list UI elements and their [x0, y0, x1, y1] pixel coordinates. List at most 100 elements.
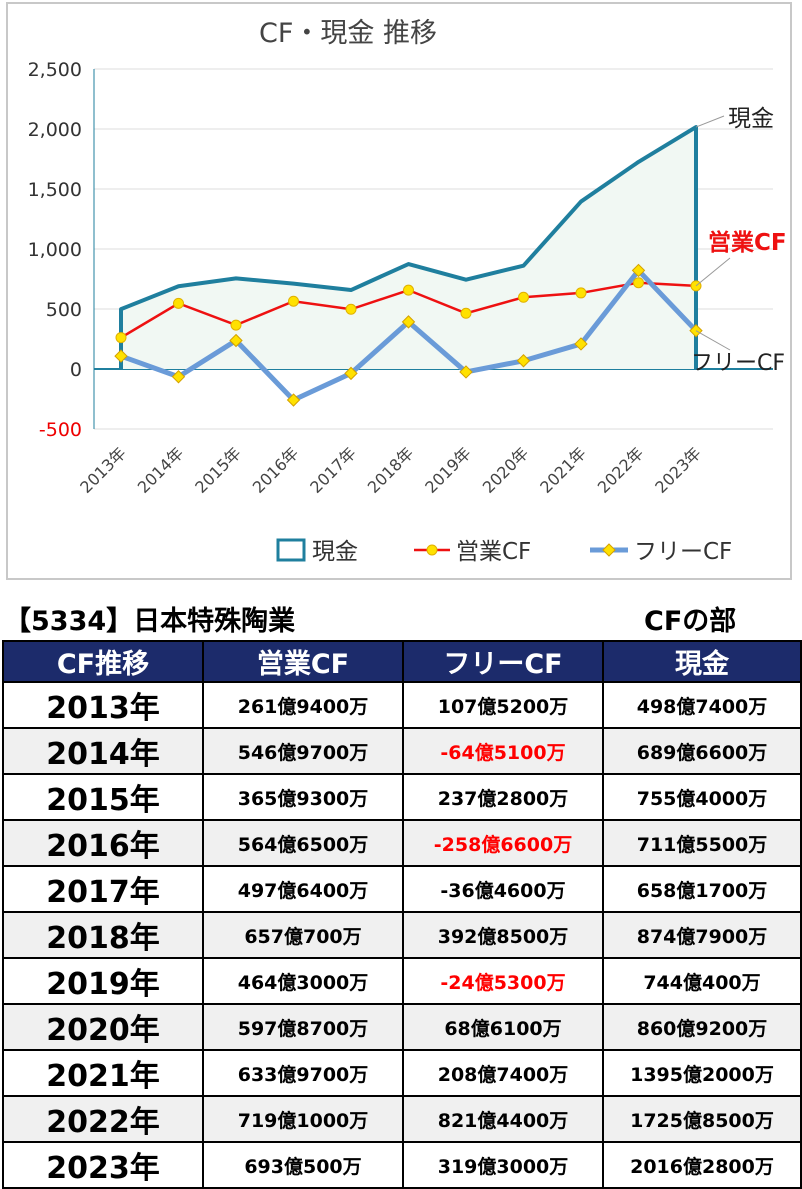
y-tick-label: -500	[39, 419, 82, 441]
row-operating-cf: 633億9700万	[202, 1049, 404, 1097]
row-free-cf: -36億4600万	[402, 865, 604, 913]
row-free-cf: 208億7400万	[402, 1049, 604, 1097]
header-year: CF推移	[2, 640, 204, 683]
x-tick-label: 2016年	[249, 443, 303, 497]
free-cf-point	[344, 366, 358, 381]
free-cf-point	[171, 370, 186, 384]
row-cash: 744億400万	[602, 957, 802, 1005]
row-cash: 689億6600万	[602, 727, 802, 775]
operating-cf-point	[575, 287, 587, 299]
free-cf-point	[401, 315, 416, 329]
row-cash: 860億9200万	[602, 1003, 802, 1051]
row-free-cf: -64億5100万	[402, 727, 604, 775]
cash-line	[119, 125, 698, 369]
row-free-cf: 392億8500万	[402, 911, 604, 959]
row-cash: 2016億2800万	[602, 1141, 802, 1189]
table-row: 2017年 497億6400万 -36億4600万 658億1700万	[2, 865, 802, 913]
cash-end-label: 現金	[728, 106, 774, 132]
table-title: 【5334】日本特殊陶業	[4, 606, 296, 637]
row-year: 2016年	[2, 819, 204, 867]
header-free-cf: フリーCF	[402, 640, 604, 683]
row-free-cf: -24億5300万	[402, 957, 604, 1005]
row-operating-cf: 546億9700万	[202, 727, 404, 775]
free-cf-point	[516, 354, 531, 368]
legend-cash-label: 現金	[312, 539, 358, 565]
table-row: 2018年 657億700万 392億8500万 874億7900万	[2, 911, 802, 959]
y-tick-label: 2,000	[28, 119, 82, 141]
row-operating-cf: 464億3000万	[202, 957, 404, 1005]
row-operating-cf: 657億700万	[202, 911, 404, 959]
free-cf-leader-line	[695, 330, 731, 351]
table-row: 2015年 365億9300万 237億2800万 755億4000万	[2, 773, 802, 821]
operating-cf-point	[633, 277, 644, 289]
row-cash: 711億5500万	[602, 819, 802, 867]
row-cash: 658億1700万	[602, 865, 802, 913]
free-cf-point	[574, 337, 588, 351]
row-year: 2015年	[2, 773, 204, 821]
row-year: 2023年	[2, 1141, 204, 1189]
row-free-cf: -258億6600万	[402, 819, 604, 867]
x-tick-label: 2013年	[76, 443, 130, 497]
chart-title: CF・現金 推移	[259, 18, 437, 49]
x-tick-label: 2017年	[306, 443, 360, 497]
table-row: 2013年 261億9400万 107億5200万 498億7400万	[2, 681, 802, 729]
x-tick-label: 2023年	[651, 443, 705, 497]
x-tick-label: 2018年	[364, 443, 418, 497]
row-year: 2019年	[2, 957, 204, 1005]
header-cash: 現金	[602, 640, 802, 683]
row-operating-cf: 693億500万	[202, 1141, 404, 1189]
row-year: 2018年	[2, 911, 204, 959]
legend-operating-cf-marker	[426, 544, 438, 556]
x-tick-label: 2021年	[536, 443, 590, 497]
legend-operating-cf-label: 営業CF	[456, 539, 531, 565]
table-row: 2020年 597億8700万 68億6100万 860億9200万	[2, 1003, 802, 1051]
legend-free-cf-marker	[602, 543, 616, 557]
row-cash: 755億4000万	[602, 773, 802, 821]
y-tick-label: 1,500	[28, 179, 82, 201]
x-tick-label: 2019年	[421, 443, 475, 497]
operating-cf-point	[230, 319, 242, 331]
legend-free-cf-label: フリーCF	[634, 539, 732, 565]
row-free-cf: 68億6100万	[402, 1003, 604, 1051]
cf-table: CF推移 営業CF フリーCF 現金 2013年 261億9400万 107億520…	[2, 640, 802, 1189]
operating-cf-end-label: 営業CF	[708, 229, 787, 256]
row-operating-cf: 564億6500万	[202, 819, 404, 867]
free-cf-point	[459, 365, 473, 379]
x-tick-label: 2022年	[594, 443, 648, 497]
cf-cash-chart: CF・現金 推移 -500 0 500 1,000 1,500 2,000 2,500 2013…	[28, 18, 787, 565]
x-tick-label: 2015年	[191, 443, 245, 497]
table-row: 2014年 546億9700万 -64億5100万 689億6600万	[2, 727, 802, 775]
free-cf-point	[631, 263, 646, 278]
row-cash: 1395億2000万	[602, 1049, 802, 1097]
row-free-cf: 237億2800万	[402, 773, 604, 821]
row-operating-cf: 597億8700万	[202, 1003, 404, 1051]
operating-cf-leader-line	[695, 257, 731, 287]
row-cash: 874億7900万	[602, 911, 802, 959]
operating-cf-point	[345, 303, 357, 315]
x-tick-label: 2020年	[479, 443, 533, 497]
operating-cf-point	[518, 291, 529, 303]
row-operating-cf: 261億9400万	[202, 681, 404, 729]
y-tick-label: 1,000	[28, 239, 82, 261]
row-year: 2021年	[2, 1049, 204, 1097]
row-cash: 498億7400万	[602, 681, 802, 729]
cash-leader-line	[695, 115, 725, 128]
section-label: CFの部	[644, 606, 737, 637]
chart-panel: CF・現金 推移 -500 0 500 1,000 1,500 2,000 2,500 2013…	[6, 2, 792, 580]
operating-cf-point	[403, 284, 414, 296]
y-tick-label: 0	[70, 359, 82, 381]
row-year: 2013年	[2, 681, 204, 729]
table-row: 2023年 693億500万 319億3000万 2016億2800万	[2, 1141, 802, 1189]
operating-cf-point	[460, 307, 472, 319]
operating-cf-point	[115, 332, 127, 344]
row-year: 2020年	[2, 1003, 204, 1051]
row-operating-cf: 365億9300万	[202, 773, 404, 821]
table-header-row: CF推移 営業CF フリーCF 現金	[2, 640, 802, 683]
x-tick-label: 2014年	[134, 443, 188, 497]
free-cf-point	[114, 349, 128, 363]
table-row: 2019年 464億3000万 -24億5300万 744億400万	[2, 957, 802, 1005]
header-operating-cf: 営業CF	[202, 640, 404, 683]
legend-cash-swatch	[276, 538, 306, 562]
operating-cf-point	[288, 295, 299, 307]
free-cf-end-label: フリーCF	[691, 351, 785, 376]
